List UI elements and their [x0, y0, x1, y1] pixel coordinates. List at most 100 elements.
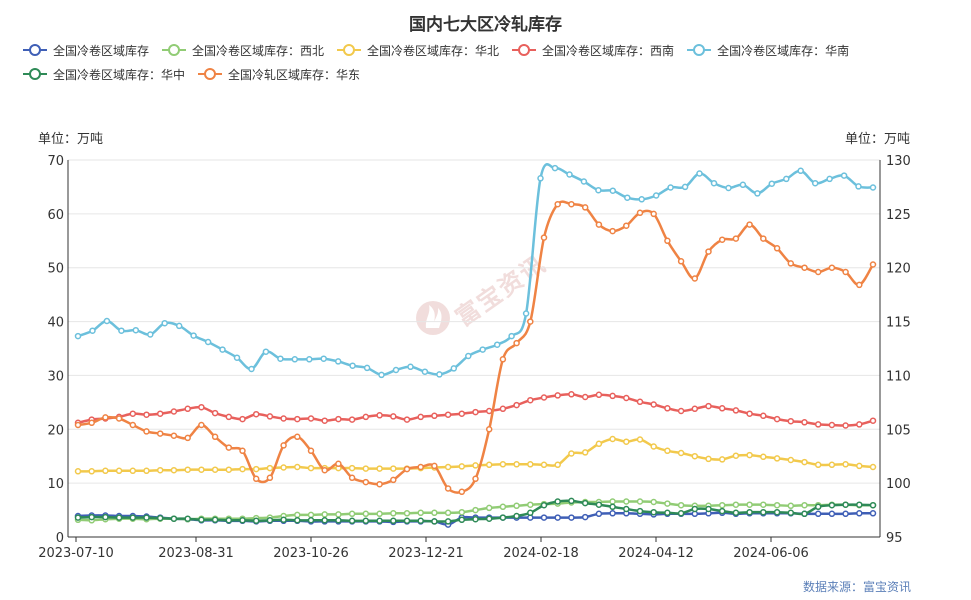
data-point [294, 517, 301, 524]
data-point [239, 415, 246, 423]
data-point [431, 509, 438, 517]
data-point [129, 514, 137, 521]
series-line [77, 163, 874, 377]
data-point [417, 509, 424, 517]
y-right-tick-label: 100 [886, 477, 911, 492]
data-point [732, 501, 740, 508]
data-point [444, 518, 452, 525]
y-right-tick-label: 115 [886, 316, 911, 331]
y-left-unit-label: 单位：万吨 [38, 132, 104, 147]
data-point [132, 326, 140, 334]
data-point [783, 175, 790, 183]
data-point [842, 501, 849, 508]
data-point [677, 449, 685, 457]
data-point [307, 517, 315, 524]
legend-item[interactable]: 全国冷卷区域库存：西南 [511, 38, 674, 62]
legend-item[interactable]: 全国冷卷区域库存 [22, 38, 149, 62]
data-point [554, 498, 561, 505]
data-point [262, 348, 270, 355]
data-point [842, 422, 849, 429]
data-point [814, 461, 822, 469]
data-point [696, 170, 703, 177]
data-point [175, 322, 183, 330]
data-point [102, 414, 109, 421]
data-point [508, 332, 515, 340]
y-right-tick-label: 110 [886, 369, 911, 384]
legend-item[interactable]: 全国冷卷区域库存：华中 [22, 62, 185, 86]
data-point [801, 510, 808, 518]
data-point [252, 410, 260, 418]
data-point [307, 415, 315, 422]
data-point [691, 452, 699, 460]
data-point [527, 509, 534, 517]
data-point [540, 501, 548, 509]
data-point [225, 466, 233, 473]
data-point [677, 258, 685, 265]
data-point [376, 510, 383, 518]
data-point [499, 461, 507, 468]
data-point [248, 365, 255, 373]
legend-item[interactable]: 全国冷卷区域库存：华北 [336, 38, 499, 62]
data-point [623, 505, 630, 513]
data-point [551, 164, 559, 172]
data-point [211, 516, 219, 524]
data-point [811, 179, 819, 187]
data-point [390, 476, 397, 484]
data-point [828, 264, 836, 271]
data-point [458, 410, 466, 417]
data-point [444, 485, 452, 492]
y-left-tick-label: 70 [47, 154, 64, 169]
data-point [403, 416, 411, 423]
data-point [650, 210, 657, 218]
legend-label: 全国冷卷区域库存：华北 [367, 43, 500, 58]
data-point [609, 498, 616, 505]
data-point [664, 405, 671, 412]
y-left-tick-label: 20 [47, 423, 64, 438]
data-point [431, 518, 438, 525]
data-point [170, 408, 178, 415]
data-point [156, 410, 164, 417]
data-point [746, 451, 753, 459]
data-point [705, 455, 712, 463]
data-point [291, 356, 299, 363]
data-point [773, 455, 781, 462]
data-point [760, 501, 767, 508]
data-point [431, 412, 438, 420]
data-point [856, 421, 863, 428]
data-point [431, 462, 438, 470]
series-group [74, 435, 877, 475]
data-point [143, 411, 150, 418]
data-point [540, 461, 548, 469]
data-point [856, 281, 863, 289]
data-point [156, 430, 164, 437]
data-point [485, 504, 493, 512]
data-point [444, 463, 452, 471]
data-point [143, 467, 150, 475]
y-right-tick-label: 130 [886, 154, 911, 169]
data-point [828, 510, 836, 518]
data-point [143, 428, 150, 435]
data-point [294, 463, 301, 471]
data-point [636, 209, 644, 217]
data-point [485, 407, 493, 415]
data-point [856, 462, 863, 470]
data-point [869, 417, 877, 424]
legend-line-marker-icon [337, 44, 362, 56]
data-point [650, 498, 657, 506]
y-left-tick-label: 50 [47, 262, 64, 277]
data-point [198, 421, 205, 429]
data-point [444, 509, 452, 517]
data-point [294, 415, 301, 423]
data-point [840, 172, 848, 179]
legend-item[interactable]: 全国冷卷区域库存：华南 [686, 38, 849, 62]
data-point [739, 181, 747, 189]
data-point [527, 501, 534, 508]
data-point [609, 392, 616, 400]
data-point [147, 331, 154, 338]
data-point [417, 463, 424, 471]
data-point [691, 505, 699, 513]
legend-item[interactable]: 全国冷轧区域库存：华东 [197, 62, 360, 86]
data-point [664, 447, 671, 455]
legend-item[interactable]: 全国冷卷区域库存：西北 [161, 38, 324, 62]
